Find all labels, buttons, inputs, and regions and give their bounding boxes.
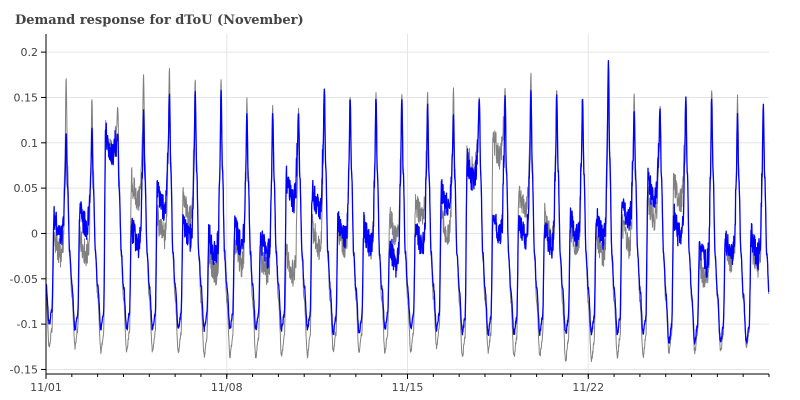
- y-tick-label: 0.2: [21, 46, 39, 59]
- y-tick-label: 0.1: [21, 137, 39, 150]
- series-line: [45, 67, 770, 362]
- y-tick-label: -0.1: [17, 318, 38, 331]
- chart-title: Demand response for dToU (November): [15, 13, 304, 28]
- x-tick-label: 11/01: [30, 381, 62, 394]
- y-tick-label: -0.05: [10, 273, 38, 286]
- axes: 0.2 0.15 0.1 0.05 0 -0.05 -0.1 -0.15 11/01 11/08 1…: [10, 34, 770, 394]
- y-tick-label: -0.15: [10, 363, 38, 376]
- x-tick-label: 11/15: [392, 381, 424, 394]
- x-tick-label: 11/08: [211, 381, 243, 394]
- x-tick-label: 11/22: [572, 381, 604, 394]
- y-tick-label: 0.15: [14, 91, 39, 104]
- series-group: [45, 60, 770, 362]
- y-tick-label: 0: [31, 227, 38, 240]
- y-tick-label: 0.05: [14, 182, 39, 195]
- series-line: [45, 60, 770, 345]
